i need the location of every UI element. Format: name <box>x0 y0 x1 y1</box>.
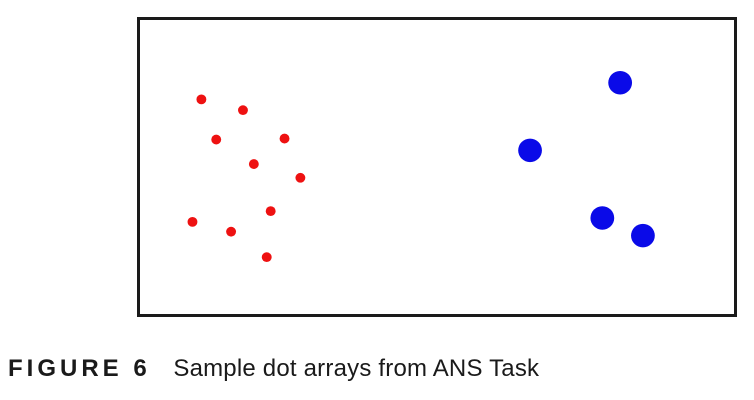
red-dot <box>196 94 207 105</box>
blue-dot <box>608 70 633 95</box>
figure-caption: FIGURE 6 Sample dot arrays from ANS Task <box>8 357 539 381</box>
red-dot <box>211 134 222 145</box>
dot-array-canvas <box>187 70 655 263</box>
red-dot <box>295 172 306 183</box>
red-dot <box>238 105 248 116</box>
figure-label: FIGURE 6 <box>8 355 151 382</box>
red-dot <box>265 206 276 216</box>
blue-dot <box>590 206 615 230</box>
blue-dot-array <box>518 70 655 248</box>
red-dot <box>187 216 198 227</box>
blue-dot <box>518 138 542 163</box>
blue-dot <box>631 223 655 248</box>
figure-caption-text: Sample dot arrays from ANS Task <box>173 355 540 382</box>
red-dot <box>261 252 272 263</box>
red-dot <box>279 133 290 144</box>
red-dot <box>248 159 259 169</box>
red-dot-array <box>187 94 306 263</box>
red-dot <box>226 226 237 237</box>
dot-array-panel <box>137 17 737 317</box>
